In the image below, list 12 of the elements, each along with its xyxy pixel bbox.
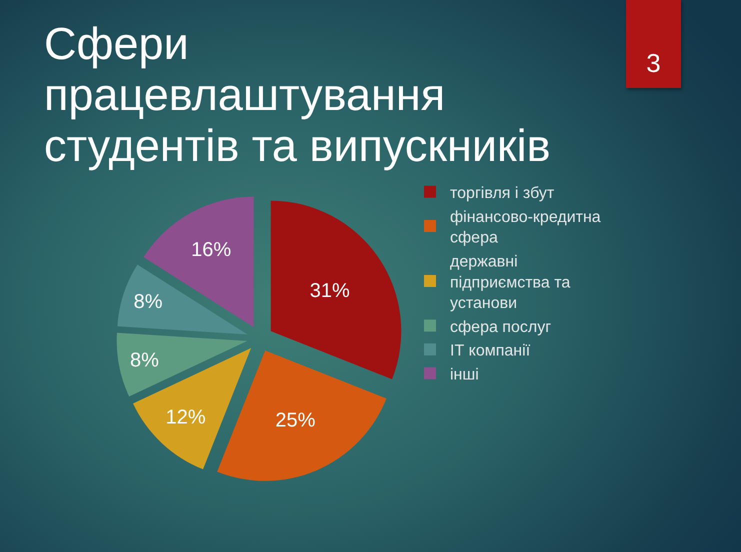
data-label: 8% — [134, 291, 163, 314]
data-label: 25% — [275, 410, 316, 432]
legend-label: інші — [450, 366, 479, 384]
data-label: 16% — [191, 238, 232, 261]
data-label: 8% — [130, 350, 160, 372]
data-label: 31% — [310, 280, 350, 302]
legend-label: торгівля і збут — [450, 185, 555, 202]
data-label: 12% — [166, 406, 206, 429]
legend-label: ІТ компанії — [450, 342, 531, 360]
text: 3 — [645, 48, 662, 78]
legend-label: сфера послуг — [450, 318, 552, 336]
chart-title: Сфери працевлаштування студентів та випускників — [44, 18, 552, 171]
